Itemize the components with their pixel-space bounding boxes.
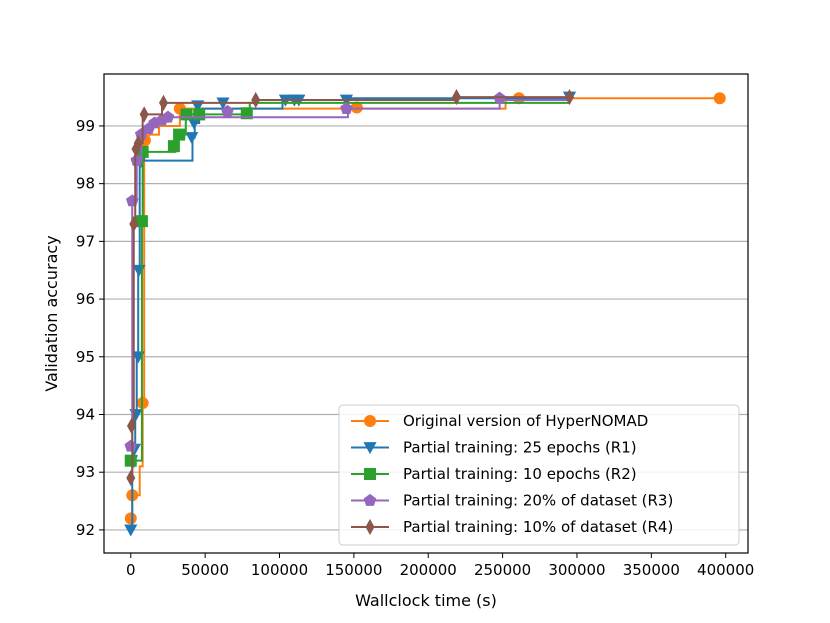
- series-3-point-7: [193, 108, 206, 121]
- series-5-point-6: [139, 106, 149, 123]
- y-tick-label-92: 92: [76, 521, 95, 539]
- series-5: [126, 88, 575, 487]
- series-3-point-2: [135, 215, 148, 228]
- series-4-point-9: [221, 104, 234, 117]
- series-5-point-1: [126, 469, 136, 487]
- series-3-point-5: [173, 128, 186, 141]
- legend-swatch-marker-1: [364, 415, 376, 427]
- x-tick-label-200000: 200000: [400, 561, 457, 579]
- legend-box: [338, 404, 740, 546]
- series-4-point-1: [124, 439, 138, 452]
- series-3: [124, 101, 570, 467]
- series-5-point-7: [158, 94, 168, 111]
- series-4-point-3: [130, 153, 143, 166]
- y-tick-label-98: 98: [76, 175, 95, 193]
- series-4-point-10: [340, 102, 353, 114]
- legend-label-1: Original version of HyperNOMAD: [403, 412, 648, 430]
- series-5-point-9: [451, 88, 461, 106]
- y-tick-label-95: 95: [76, 348, 95, 366]
- x-axis-title: Wallclock time (s): [355, 591, 497, 610]
- series-5-point-3: [129, 215, 139, 233]
- series-4-point-8: [161, 110, 175, 123]
- x-tick-label-350000: 350000: [623, 561, 680, 579]
- legend-swatch-marker-4: [363, 493, 377, 506]
- series-2-point-8: [185, 132, 199, 145]
- legend-swatch-marker-2: [363, 442, 377, 455]
- series-5-point-5: [133, 135, 143, 152]
- x-tick-label-300000: 300000: [548, 561, 605, 579]
- legend-label-4: Partial training: 20% of dataset (R3): [403, 492, 673, 510]
- legend-swatch-marker-5: [365, 518, 375, 536]
- x-tick-label-150000: 150000: [325, 561, 382, 579]
- y-tick-label-99: 99: [76, 117, 95, 135]
- plot-frame: [103, 73, 749, 554]
- y-tick-label-94: 94: [76, 405, 95, 423]
- x-tick-label-0: 0: [126, 561, 136, 579]
- series-5-point-10: [565, 88, 575, 106]
- series-2-point-9: [187, 117, 201, 130]
- x-tick-label-250000: 250000: [474, 561, 531, 579]
- x-tick-label-100000: 100000: [251, 561, 308, 579]
- x-tick-label-50000: 50000: [181, 561, 229, 579]
- legend: Original version of HyperNOMAD Partial tr…: [338, 404, 740, 546]
- series-5-point-2: [127, 417, 137, 435]
- series-3-point-1: [124, 454, 137, 467]
- series-1-point-1: [124, 512, 137, 525]
- y-tick-label-97: 97: [76, 232, 95, 250]
- legend-swatch-marker-3: [364, 468, 376, 480]
- y-axis-title: Validation accuracy: [42, 235, 61, 391]
- legend-label-3: Partial training: 10 epochs (R2): [403, 465, 637, 483]
- series-1-point-6: [350, 101, 363, 114]
- y-tick-label-93: 93: [76, 463, 95, 481]
- series-3-point-8: [240, 107, 253, 120]
- series-3-point-4: [167, 140, 180, 153]
- y-tick-label-96: 96: [76, 290, 95, 308]
- series-5-point-8: [251, 91, 261, 109]
- series-layer: [124, 88, 726, 537]
- series-2-point-1: [124, 524, 138, 537]
- series-3-point-6: [180, 108, 193, 121]
- axis-ticks: 0 50000 100000 150000 200000 250000 300000 3500…: [76, 117, 754, 579]
- x-tick-label-400000: 400000: [697, 561, 754, 579]
- legend-label-2: Partial training: 25 epochs (R1): [403, 439, 637, 457]
- legend-label-5: Partial training: 10% of dataset (R4): [403, 518, 673, 536]
- series-1-point-8: [713, 92, 726, 105]
